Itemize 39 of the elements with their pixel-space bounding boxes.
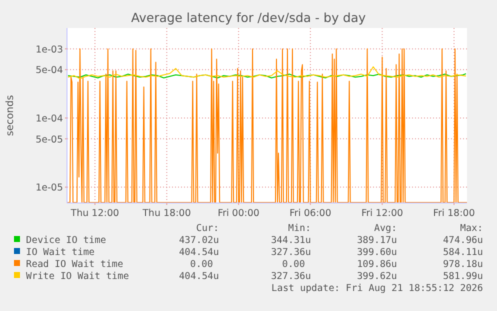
x-tick-label: Fri 06:00 [290,208,332,219]
x-tick-label: Fri 18:00 [433,208,475,219]
text: 0.00 [282,259,306,270]
y-tick-label: 1e-04 [36,113,63,124]
x-tick-label: Thu 18:00 [142,208,191,219]
legend-label: IO Wait time [26,247,95,258]
text: Cur: [196,223,219,234]
text: Max: [460,223,483,234]
text: Last update: Fri Aug 21 18:55:12 2026 [271,283,484,294]
y-axis-title: seconds [5,95,16,136]
text: Avg: [374,223,397,234]
text: 581.99u [442,271,483,282]
text: 327.36u [270,247,311,258]
text: 389.17u [356,235,397,246]
x-tick-label: Fri 12:00 [361,208,404,219]
text: 584.11u [442,247,483,258]
y-tick-label: 5e-05 [36,134,63,146]
legend-label: Write IO Wait time [26,271,130,282]
y-tick-label: 5e-04 [36,65,63,76]
text: 978.18u [442,259,483,270]
text: 404.54u [178,271,219,282]
y-tick-label: 1e-03 [36,44,63,56]
text: 327.36u [270,271,311,282]
text: 399.60u [356,247,397,258]
text: 404.54u [178,247,219,258]
text: 474.96u [442,235,483,246]
text: 437.02u [178,235,219,246]
legend-label: Read IO Wait time [26,259,124,270]
text: 344.31u [270,235,311,246]
chart-title: Average latency for /dev/sda - by day [131,10,366,25]
text: 109.86u [356,259,397,270]
x-tick-label: Fri 00:00 [218,208,260,219]
text: 399.62u [356,271,397,282]
line-series [68,66,466,80]
legend-label: Device IO time [26,235,106,246]
y-tick-label: 1e-05 [36,182,63,194]
x-tick-label: Thu 12:00 [70,208,120,219]
text: Min: [288,223,311,234]
text: 0.00 [190,259,214,270]
